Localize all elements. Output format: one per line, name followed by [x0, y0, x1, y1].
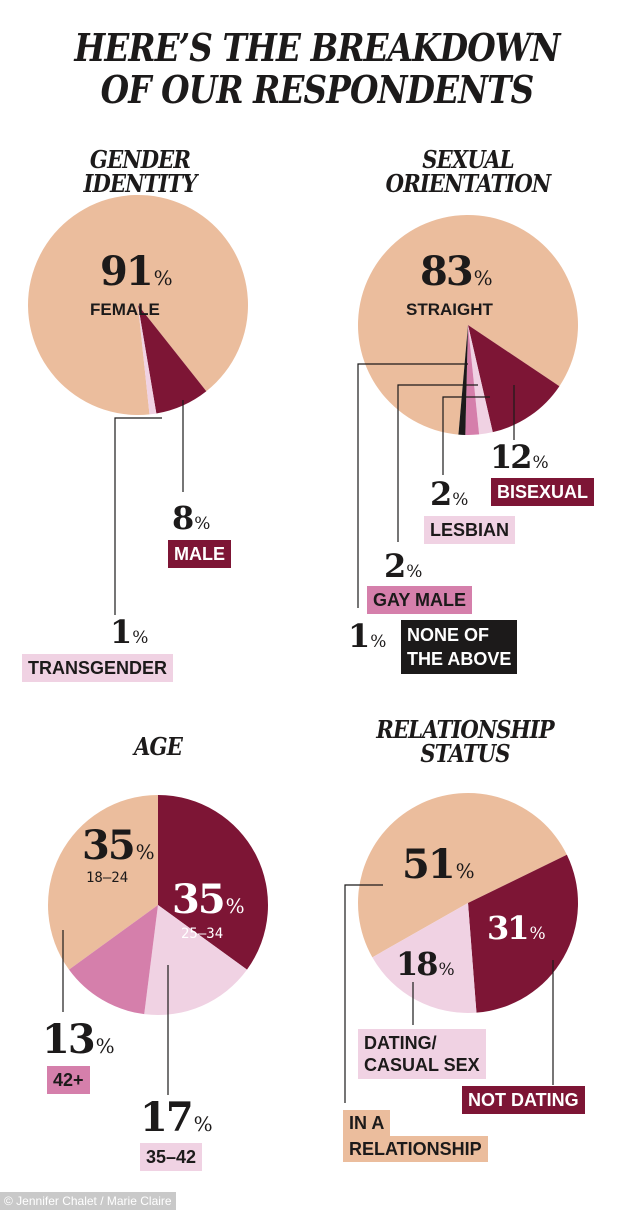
orientation-slice-bisexual	[468, 325, 560, 433]
relationship-slice-in-a-relationship	[357, 792, 567, 958]
headline-line-1: HERE’S THE BREAKDOWN	[74, 25, 560, 70]
dating-label: DATING/ CASUAL SEX	[358, 1029, 486, 1079]
female-label: FEMALE	[90, 300, 160, 319]
orientation-slice-none-of-the-above	[458, 325, 468, 435]
relationship-title-2: STATUS	[420, 739, 510, 768]
age-25-34-pct: 35%	[172, 876, 245, 923]
gender-slice-female	[28, 195, 249, 415]
age-35-42-pct: 17%	[140, 1094, 213, 1141]
relationship-label-1: IN A	[343, 1110, 391, 1136]
straight-pct: 83%	[420, 248, 493, 295]
gay-male-pct: 2%	[384, 547, 423, 585]
leader-line-gay-male	[397, 384, 478, 542]
gender-title-2: IDENTITY	[83, 169, 198, 198]
gay-male-label: GAY MALE	[367, 586, 473, 614]
straight-label: STRAIGHT	[406, 300, 493, 319]
lesbian-pct: 2%	[430, 475, 469, 513]
leader-line-lesbian	[442, 396, 490, 475]
age-slice-35-42	[144, 905, 247, 1015]
orientation-title-1: SEXUAL	[422, 145, 514, 174]
age-25-34-label: 25–34	[181, 926, 224, 942]
age-title: AGE	[134, 732, 183, 761]
none-label: NONE OF THE ABOVE	[401, 620, 518, 674]
gender-slice-male	[138, 305, 207, 414]
relationship-slice-not-dating	[468, 854, 578, 1013]
orientation-title: SEXUAL ORIENTATION	[364, 148, 572, 196]
relationship-pct: 51%	[402, 841, 475, 888]
gender-slice-transgender	[138, 305, 157, 415]
age-42plus-pct: 13%	[42, 1016, 115, 1063]
age-42plus-label: 42+	[47, 1066, 90, 1094]
transgender-label: TRANSGENDER	[22, 654, 174, 682]
none-label-2: THE ABOVE	[407, 649, 512, 669]
relationship-label-2: RELATIONSHIP	[343, 1136, 488, 1162]
leader-line-none	[357, 363, 468, 608]
relationship-slice-dating-casual-sex	[372, 903, 477, 1013]
gender-title: GENDER IDENTITY	[52, 148, 228, 196]
age-slice-25-34	[158, 795, 268, 970]
none-label-1: NONE OF	[407, 625, 490, 645]
age-18-24-pct: 35%	[82, 822, 155, 869]
headline-line-2: OF OUR RESPONDENTS	[100, 67, 535, 112]
orientation-slice-lesbian	[468, 325, 493, 435]
age-slice-42-	[69, 905, 158, 1015]
dating-label-2: CASUAL SEX	[364, 1055, 480, 1075]
none-pct: 1%	[348, 617, 387, 655]
relationship-title: RELATIONSHIP STATUS	[355, 718, 575, 766]
leader-line-relationship	[344, 884, 383, 1103]
not-dating-pct: 31%	[487, 909, 546, 947]
age-18-24-label: 18–24	[86, 870, 129, 886]
relationship-title-1: RELATIONSHIP	[376, 715, 554, 744]
bisexual-pct: 12%	[490, 438, 549, 476]
orientation-title-2: ORIENTATION	[385, 169, 552, 198]
male-pct: 8%	[172, 499, 211, 537]
female-pct: 91%	[100, 248, 173, 295]
transgender-pct: 1%	[110, 613, 149, 651]
lesbian-label: LESBIAN	[424, 516, 516, 544]
orientation-slice-gay-male	[465, 325, 480, 435]
age-35-42-label: 35–42	[140, 1143, 203, 1171]
gender-title-1: GENDER	[89, 145, 191, 174]
age-slice-18-24	[48, 795, 158, 970]
photo-credit: © Jennifer Chalet / Marie Claire	[0, 1192, 176, 1210]
orientation-slice-straight	[357, 215, 578, 435]
relationship-label: IN A RELATIONSHIP	[343, 1110, 488, 1162]
dating-label-1: DATING/	[364, 1033, 437, 1053]
dating-pct: 18%	[396, 945, 455, 983]
male-label: MALE	[168, 540, 231, 568]
not-dating-label: NOT DATING	[462, 1086, 585, 1114]
leader-line-transgender	[114, 417, 162, 615]
bisexual-label: BISEXUAL	[491, 478, 595, 506]
